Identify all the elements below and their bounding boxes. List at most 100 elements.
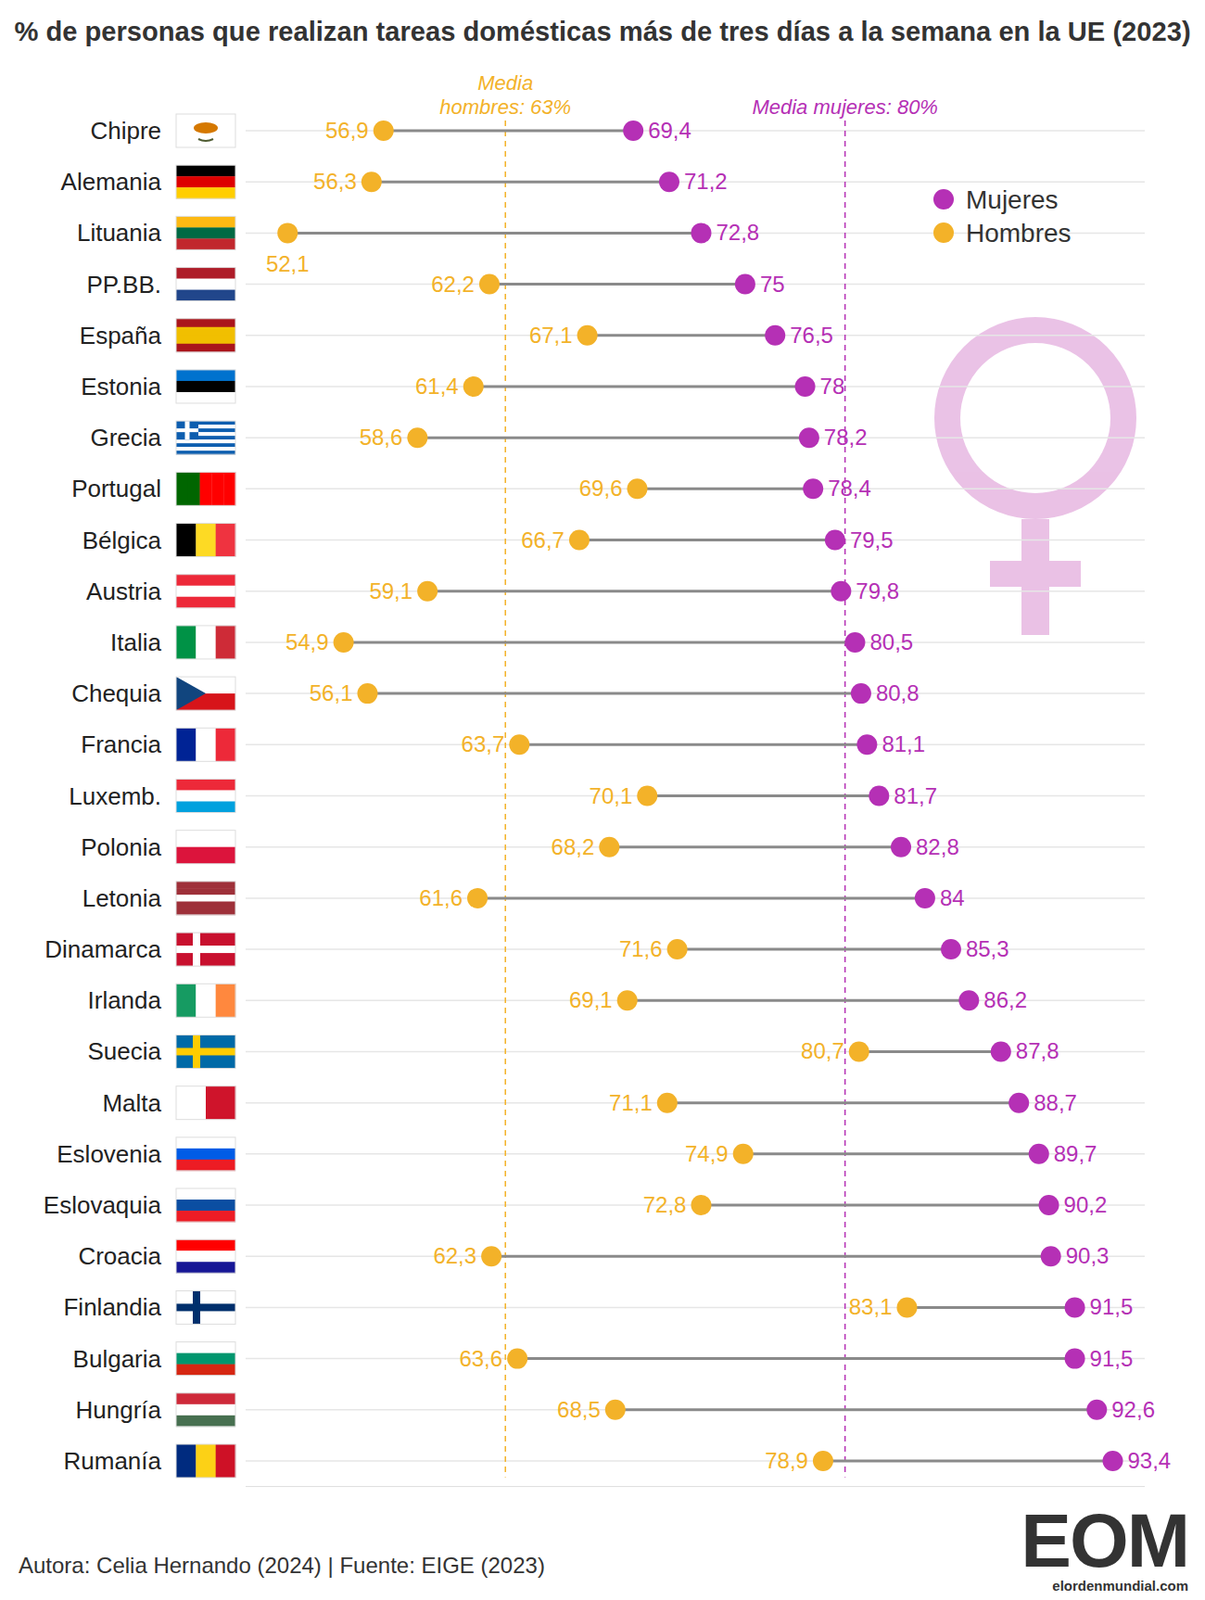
data-label: 71,6: [619, 936, 663, 962]
flag-stripe: [176, 471, 189, 506]
data-label: 80,7: [800, 1038, 845, 1064]
dot: [802, 478, 824, 499]
flag-stripe: [176, 335, 236, 344]
dot: [799, 427, 820, 448]
flag-field: [176, 1034, 236, 1068]
dot: [690, 222, 711, 243]
grid-line: [245, 948, 1145, 951]
dot: [1039, 1194, 1060, 1216]
flag-stripe: [176, 1250, 236, 1262]
dot: [406, 427, 428, 448]
category-label: Italia: [110, 628, 162, 657]
category-label: Irlanda: [88, 986, 163, 1015]
data-label: 61,6: [418, 885, 463, 911]
flag-stripe: [176, 343, 236, 353]
flag: [176, 727, 236, 762]
data-label: 88,7: [1033, 1090, 1078, 1116]
data-label: 91,5: [1090, 1293, 1134, 1320]
flag-stripe: [215, 727, 237, 762]
flag-border: [176, 1137, 236, 1171]
data-label: 68,5: [557, 1396, 601, 1422]
title: % de personas que realizan tareas domést…: [13, 16, 1191, 47]
dot: [914, 887, 936, 909]
flag-border: [176, 830, 236, 864]
data-label: 71,1: [608, 1090, 653, 1116]
mean-label: Mediahombres: 63%: [439, 71, 571, 119]
marks: [277, 120, 1123, 1472]
category-label: Francia: [80, 730, 162, 759]
flag-stripe: [205, 1086, 236, 1120]
dot: [1086, 1399, 1107, 1421]
flag: [176, 164, 236, 199]
flag-stripe: [176, 439, 236, 444]
flag-border: [176, 1188, 236, 1222]
data-label: 56,9: [325, 117, 369, 143]
category-label: Malta: [101, 1089, 162, 1117]
mean-label-line: Media: [477, 71, 533, 95]
dot: [958, 989, 979, 1011]
flag: [176, 676, 236, 711]
dot: [1103, 1450, 1124, 1472]
flag-stripe: [176, 380, 236, 393]
flag-border: [176, 1290, 236, 1324]
mean-line: [844, 120, 847, 1478]
flag: [176, 1393, 236, 1427]
flag-stripe: [200, 471, 213, 506]
flag-stripe: [176, 894, 236, 902]
flag-stripe: [195, 625, 216, 660]
flag-stripe: [176, 215, 236, 228]
connector: [517, 1357, 1075, 1360]
connector: [859, 1050, 1002, 1053]
connector: [491, 1255, 1052, 1258]
grid-line: [245, 385, 1145, 388]
connector: [906, 1306, 1075, 1309]
dot: [824, 530, 846, 551]
flag: [176, 523, 236, 558]
data-label: 92,6: [1111, 1396, 1155, 1422]
data-label: 62,3: [432, 1243, 477, 1269]
flag-stripe: [176, 830, 236, 848]
grid-line: [245, 1459, 1145, 1462]
flag: [176, 881, 236, 915]
data-label: 63,7: [461, 731, 506, 757]
dot: [690, 1194, 711, 1216]
dot: [636, 786, 658, 807]
flag-island: [193, 122, 218, 134]
dot: [605, 1399, 626, 1421]
flag-stripe: [176, 164, 236, 177]
dot: [657, 1092, 678, 1114]
category-label: Grecia: [89, 423, 162, 452]
source: Autora: Celia Hernando (2024) | Fuente: …: [18, 1552, 546, 1578]
dot: [1040, 1245, 1062, 1267]
flag-stripe: [176, 443, 236, 447]
dot: [1028, 1143, 1050, 1165]
data-label: 86,2: [983, 987, 1028, 1013]
flag: [176, 932, 236, 966]
flag-stripe: [176, 1148, 236, 1160]
connector: [343, 640, 856, 644]
data-label: 76,5: [789, 322, 834, 348]
flag: [176, 318, 236, 353]
flag-border: [176, 523, 236, 558]
flag-stripe: [176, 1404, 236, 1416]
flag-border: [176, 881, 236, 915]
flag: [176, 1137, 236, 1171]
flag-stripe: [176, 625, 197, 660]
flag-stripe: [176, 1444, 197, 1478]
flag: [176, 114, 236, 148]
flag-cross: [176, 1047, 236, 1055]
category-label: Dinamarca: [44, 935, 162, 964]
grid-line: [245, 1255, 1145, 1257]
data-label: 69,6: [579, 475, 623, 501]
logo: EOM: [1020, 1497, 1189, 1583]
flag-border: [176, 318, 236, 353]
connector: [371, 180, 670, 184]
dot: [764, 325, 786, 346]
flag-stripe: [176, 176, 236, 188]
flag-stripe: [176, 881, 236, 889]
flag-stripe: [176, 1239, 236, 1251]
dot: [577, 325, 598, 346]
category-label: Alemania: [61, 167, 163, 196]
data-label: 62,2: [431, 271, 475, 297]
category-label: Austria: [86, 577, 162, 606]
